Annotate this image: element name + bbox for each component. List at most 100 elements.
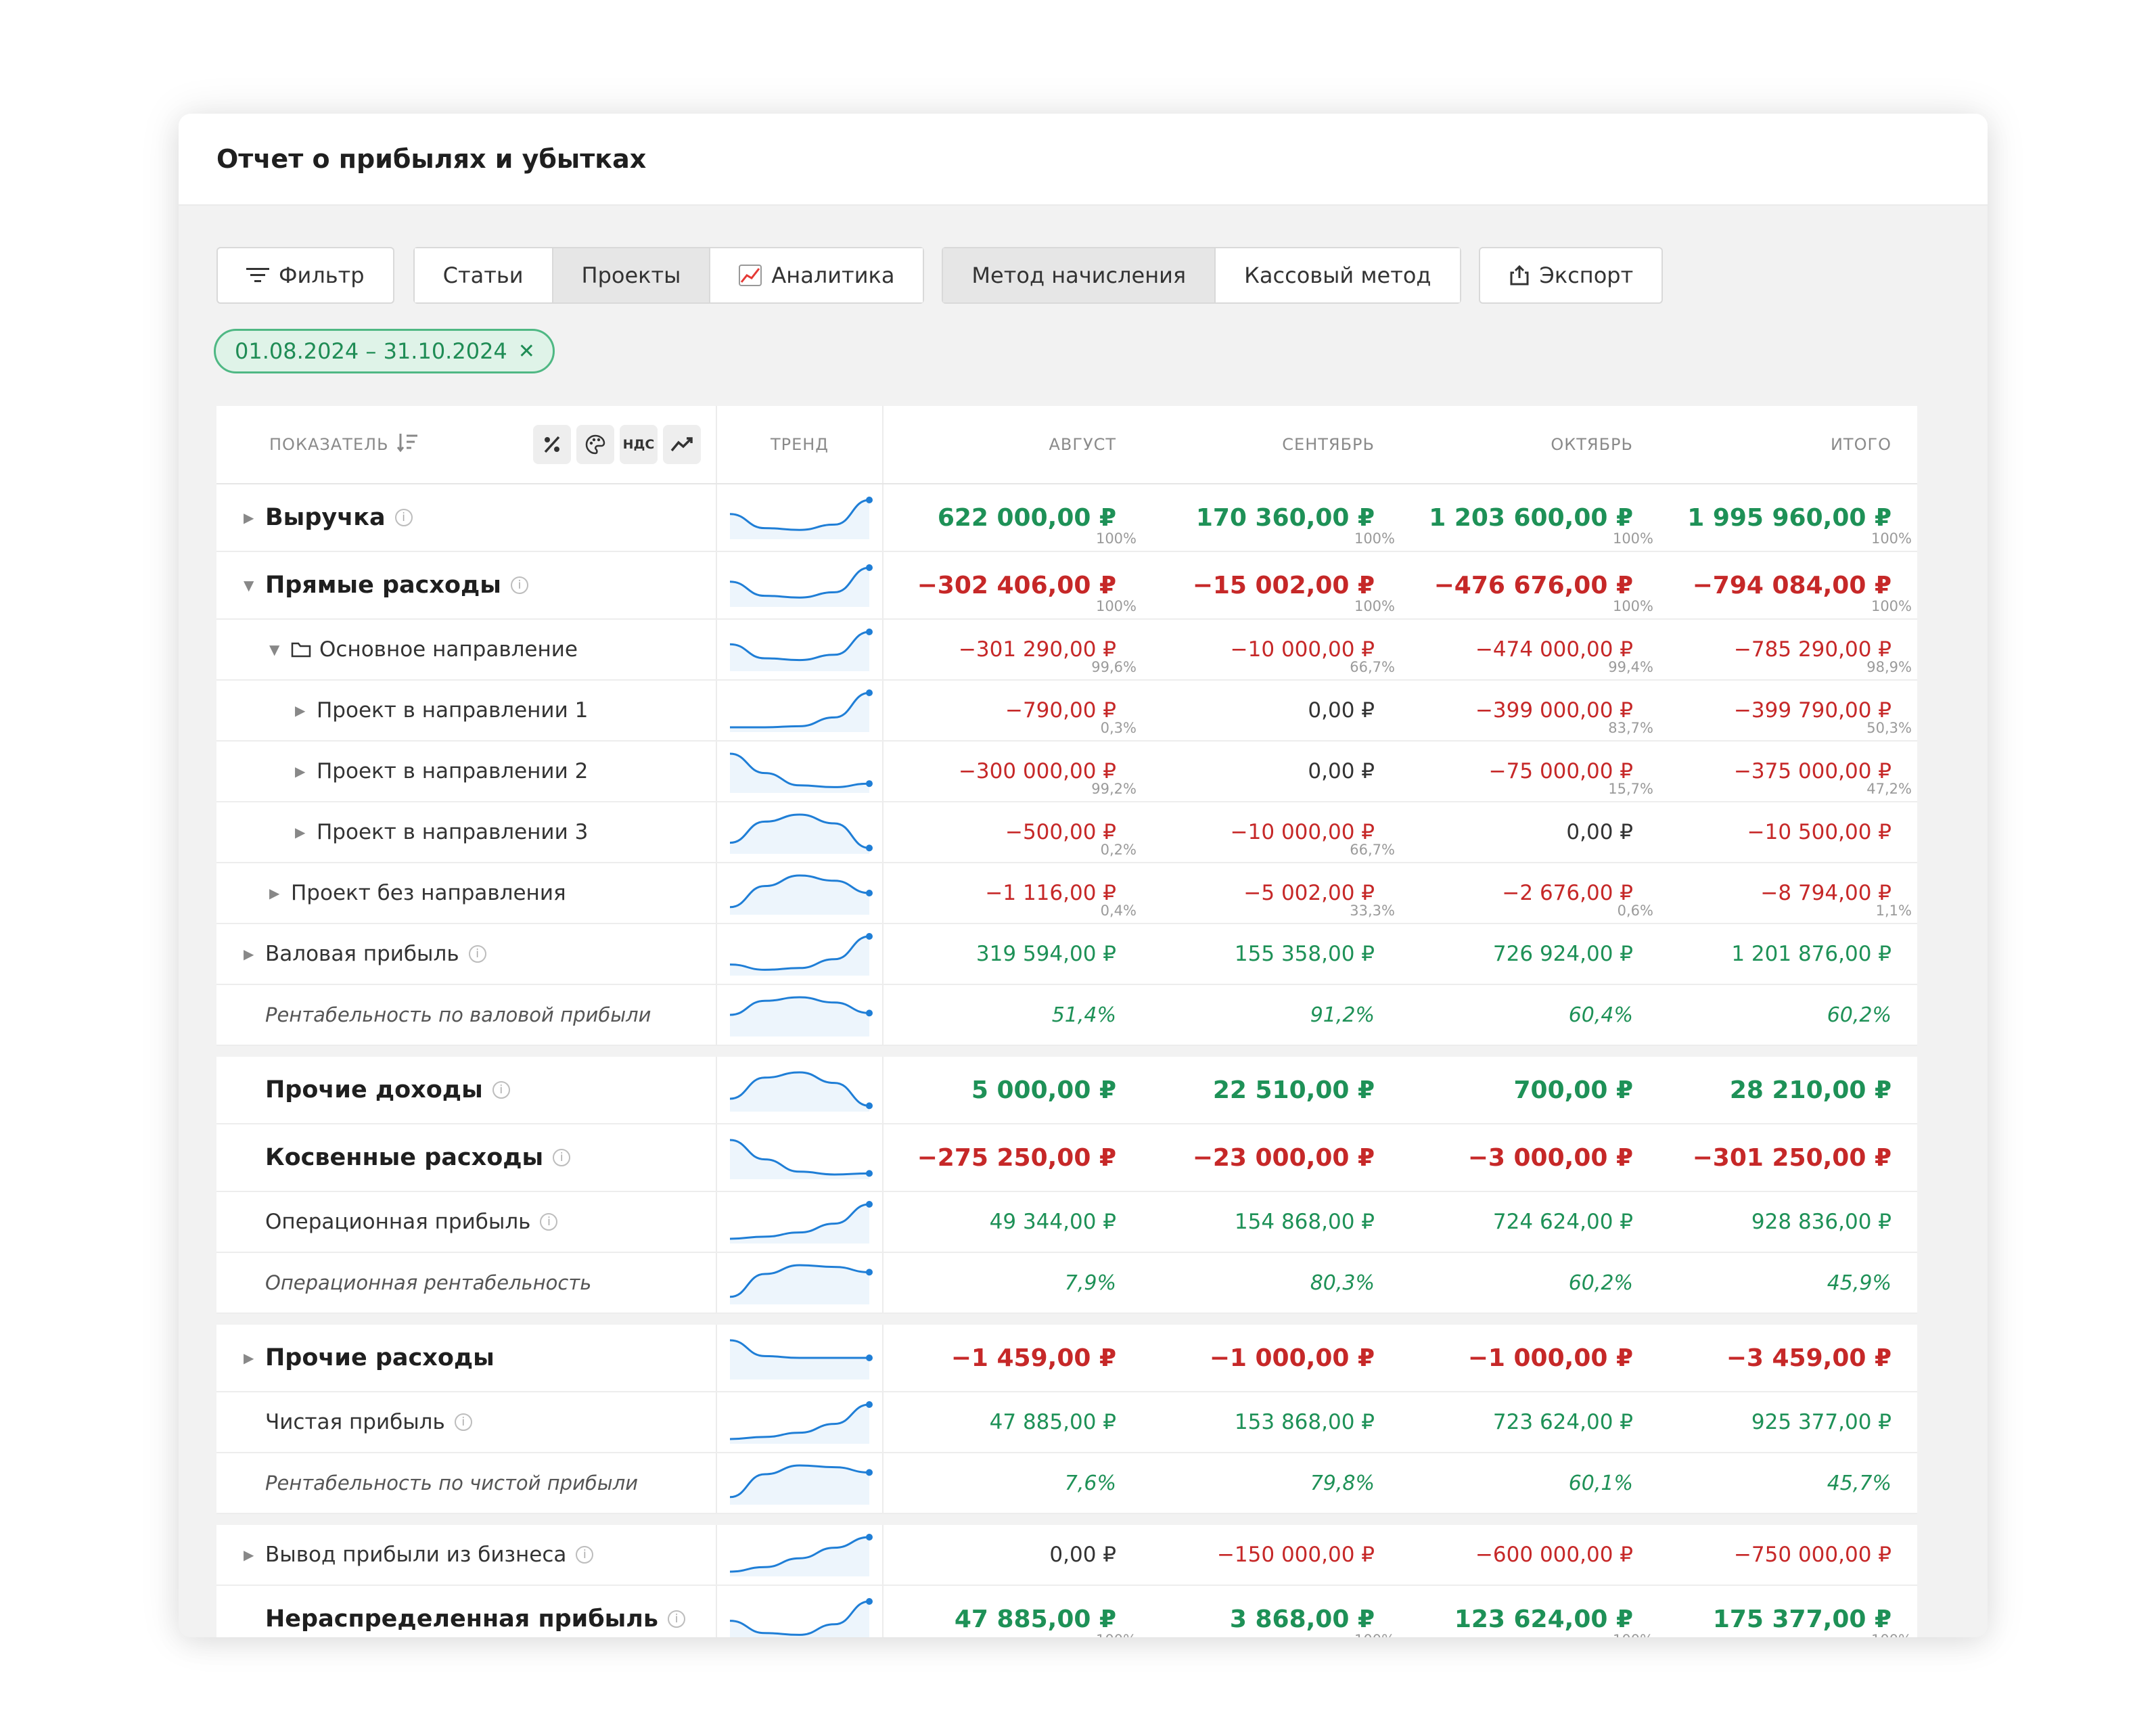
- trend-area: [730, 1537, 869, 1576]
- value-october-cell: 0,00 ₽: [1400, 802, 1659, 862]
- trend-sparkline: [729, 1401, 873, 1444]
- cell-value: −794 084,00 ₽: [1692, 571, 1891, 599]
- row-label-text: Проект в направлении 3: [317, 820, 589, 844]
- trend-line: [729, 1464, 870, 1499]
- tab-articles[interactable]: Статьи: [413, 247, 553, 304]
- indicator-header[interactable]: ПОКАЗАТЕЛЬ НДС: [216, 406, 717, 483]
- cell-value: 153 868,00 ₽: [1234, 1410, 1375, 1434]
- page-title: Отчет о прибылях и убытках: [216, 144, 647, 174]
- caret-right-icon[interactable]: ▶: [244, 509, 254, 526]
- table-row[interactable]: Операционная прибыль i 49 344,00 ₽ 154 868,…: [216, 1192, 1917, 1253]
- info-icon[interactable]: i: [553, 1149, 571, 1166]
- month-header-label: АВГУСТ: [1049, 435, 1116, 454]
- cell-value: −476 676,00 ₽: [1433, 571, 1633, 599]
- tab-articles-label: Статьи: [442, 263, 524, 288]
- tab-analytics[interactable]: Аналитика: [710, 247, 925, 304]
- cell-share-percent: 66,7%: [1350, 659, 1395, 675]
- info-icon[interactable]: i: [576, 1546, 594, 1564]
- info-icon[interactable]: i: [510, 576, 528, 594]
- trend-line: [729, 1071, 870, 1107]
- cell-value: −15 002,00 ₽: [1192, 571, 1375, 599]
- trend-line: [729, 1536, 870, 1573]
- caret-right-icon[interactable]: ▶: [244, 1547, 254, 1563]
- table-row[interactable]: Рентабельность по чистой прибыли 7,6% 79,8…: [216, 1453, 1917, 1514]
- value-october-cell: −1 000,00 ₽: [1400, 1325, 1659, 1391]
- row-label-cell: Рентабельность по валовой прибыли: [216, 985, 717, 1045]
- table-row[interactable]: ▶ Прочие расходы −1 459,00 ₽ −1 000,00 ₽ −1 …: [216, 1325, 1917, 1392]
- table-row[interactable]: Косвенные расходы i −275 250,00 ₽ −23 000,0…: [216, 1124, 1917, 1192]
- table-row[interactable]: ▼ Прямые расходы i −302 406,00 ₽100% −15 002…: [216, 552, 1917, 620]
- caret-right-icon[interactable]: ▶: [295, 824, 306, 840]
- cell-value: −23 000,00 ₽: [1192, 1143, 1375, 1172]
- table-row[interactable]: ▶ Проект в направлении 3 −500,00 ₽0,2% −10 …: [216, 802, 1917, 863]
- caret-right-icon[interactable]: ▶: [244, 1350, 254, 1366]
- trend-icon[interactable]: [663, 425, 701, 464]
- close-icon[interactable]: ✕: [518, 339, 535, 363]
- value-september-cell: −1 000,00 ₽: [1142, 1325, 1400, 1391]
- tab-cash-label: Кассовый метод: [1244, 263, 1431, 288]
- trend-sparkline: [729, 996, 873, 1036]
- row-label-text: Чистая прибыль: [265, 1410, 445, 1434]
- tab-accrual-label: Метод начисления: [971, 263, 1187, 288]
- info-icon[interactable]: i: [468, 945, 486, 963]
- caret-down-icon[interactable]: ▼: [244, 577, 254, 593]
- value-october-cell: 60,2%: [1400, 1253, 1659, 1313]
- value-total-cell: −399 790,00 ₽50,3%: [1659, 681, 1917, 740]
- table-row[interactable]: ▶ Проект в направлении 1 −790,00 ₽0,3% 0,00…: [216, 681, 1917, 742]
- cell-value: 0,00 ₽: [1308, 759, 1375, 783]
- cell-value: −399 000,00 ₽: [1475, 698, 1633, 723]
- info-icon[interactable]: i: [394, 509, 413, 526]
- info-icon[interactable]: i: [668, 1610, 686, 1628]
- date-range-chip[interactable]: 01.08.2024 – 31.10.2024 ✕: [214, 329, 555, 373]
- trend-sparkline: [729, 564, 873, 607]
- percent-icon[interactable]: [533, 425, 571, 464]
- cell-value: 47 885,00 ₽: [989, 1410, 1116, 1434]
- value-september-cell: −15 002,00 ₽100%: [1142, 552, 1400, 618]
- table-row[interactable]: Прочие доходы i 5 000,00 ₽ 22 510,00 ₽ 700,0…: [216, 1057, 1917, 1124]
- trend-end-point: [866, 564, 873, 571]
- table-row[interactable]: Чистая прибыль i 47 885,00 ₽ 153 868,00 ₽ 72…: [216, 1392, 1917, 1453]
- info-icon[interactable]: i: [492, 1081, 510, 1099]
- cell-value: 319 594,00 ₽: [976, 942, 1116, 966]
- table-row[interactable]: ▶ Выручка i 622 000,00 ₽100% 170 360,00 ₽100…: [216, 484, 1917, 552]
- palette-icon[interactable]: [576, 425, 614, 464]
- caret-right-icon[interactable]: ▶: [295, 763, 306, 779]
- filter-button[interactable]: Фильтр: [216, 247, 394, 304]
- trend-line: [729, 691, 870, 729]
- tab-accrual-method[interactable]: Метод начисления: [942, 247, 1216, 304]
- tab-projects[interactable]: Проекты: [553, 247, 711, 304]
- table-row[interactable]: ▶ Вывод прибыли из бизнеса i 0,00 ₽ −150 000…: [216, 1525, 1917, 1586]
- vat-icon[interactable]: НДС: [620, 425, 658, 464]
- trend-line: [729, 1339, 869, 1359]
- caret-right-icon[interactable]: ▶: [269, 885, 280, 901]
- table-row[interactable]: Рентабельность по валовой прибыли 51,4% 91…: [216, 985, 1917, 1046]
- caret-right-icon[interactable]: ▶: [244, 946, 254, 962]
- row-label-cell: Нераспределенная прибыль i: [216, 1586, 717, 1637]
- cell-share-percent: 50,3%: [1866, 720, 1912, 736]
- table-row[interactable]: ▶ Валовая прибыль i 319 594,00 ₽ 155 358,00 …: [216, 924, 1917, 985]
- value-august-cell: −300 000,00 ₽99,2%: [884, 742, 1142, 801]
- cell-value: 49 344,00 ₽: [989, 1210, 1116, 1234]
- value-october-cell: −399 000,00 ₽83,7%: [1400, 681, 1659, 740]
- caret-right-icon[interactable]: ▶: [295, 702, 306, 719]
- caret-down-icon[interactable]: ▼: [269, 641, 280, 658]
- table-row[interactable]: ▼ Основное направление −301 290,00 ₽99,6% −…: [216, 620, 1917, 681]
- export-button[interactable]: Экспорт: [1478, 247, 1664, 304]
- cell-share-percent: 100%: [1871, 530, 1912, 547]
- value-august-cell: 47 885,00 ₽100%: [884, 1586, 1142, 1638]
- sort-icon[interactable]: [396, 432, 419, 457]
- value-october-cell: −474 000,00 ₽99,4%: [1400, 620, 1659, 679]
- trend-area: [730, 500, 869, 539]
- info-icon[interactable]: i: [540, 1213, 558, 1231]
- info-icon[interactable]: i: [454, 1413, 472, 1431]
- table-row[interactable]: Операционная рентабельность 7,9% 80,3% 60,2…: [216, 1253, 1917, 1314]
- row-label-cell: ▼ Прямые расходы i: [216, 552, 717, 618]
- trend-cell: [717, 863, 884, 923]
- table-row[interactable]: ▶ Проект в направлении 2 −300 000,00 ₽99,2…: [216, 742, 1917, 802]
- table-row[interactable]: ▶ Проект без направления −1 116,00 ₽0,4% −5…: [216, 863, 1917, 924]
- trend-cell: [717, 1525, 884, 1585]
- row-label-text: Прочие доходы: [265, 1076, 483, 1103]
- row-label: Чистая прибыль i: [244, 1410, 472, 1434]
- tab-cash-method[interactable]: Кассовый метод: [1216, 247, 1461, 304]
